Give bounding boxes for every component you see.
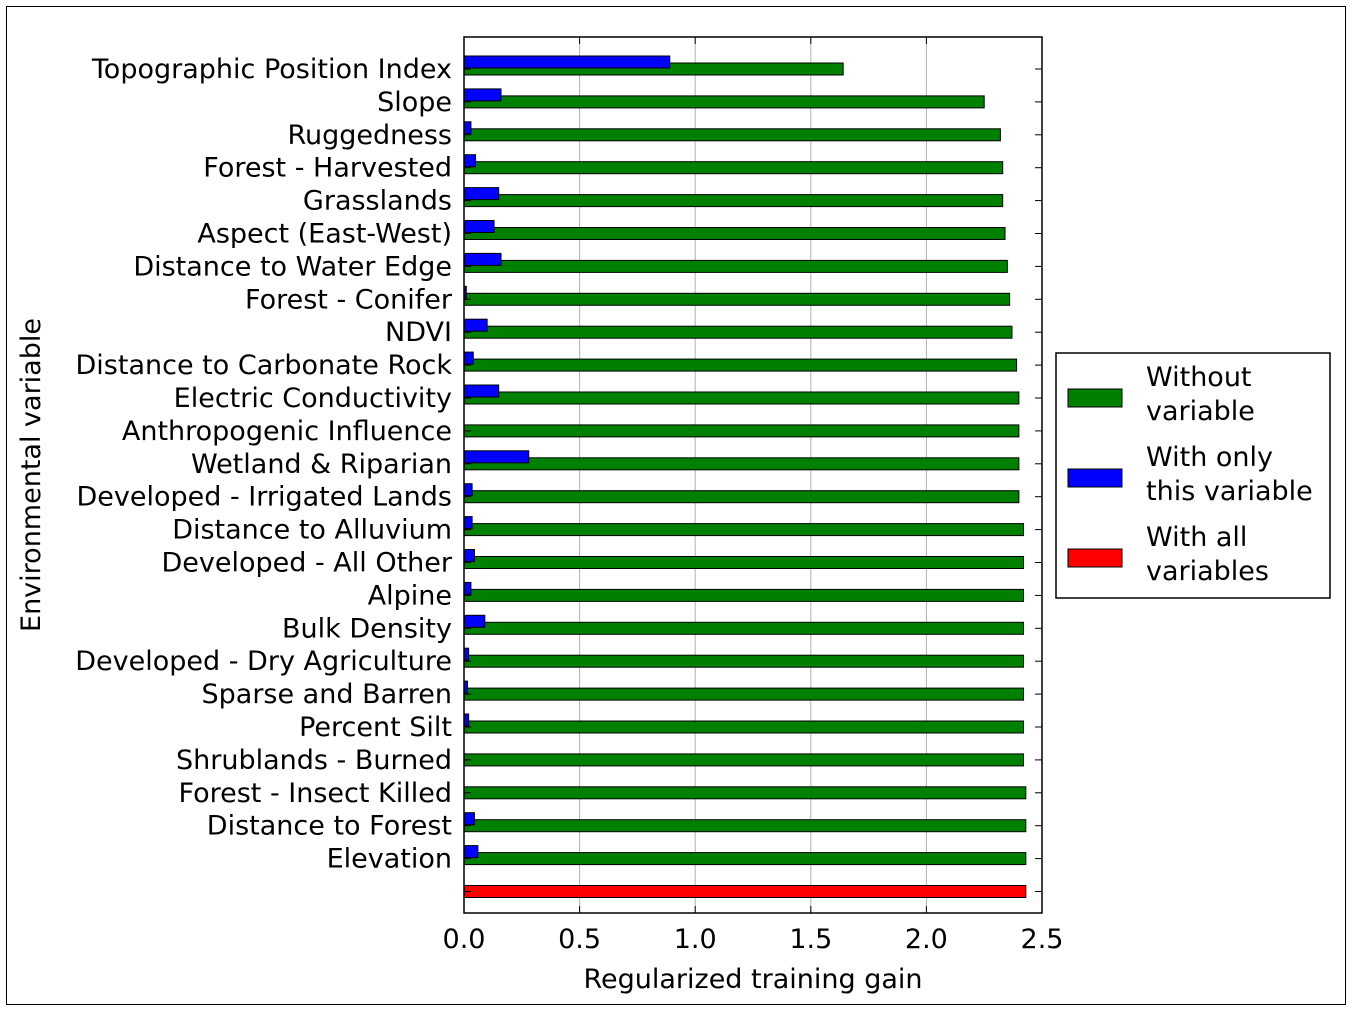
bar-with-only-variable <box>463 516 473 530</box>
bar-without-variable <box>463 292 1011 306</box>
bar-without-variable <box>463 819 1027 833</box>
legend-label: variable <box>1146 396 1255 427</box>
category-label: Percent Silt <box>299 712 452 743</box>
category-label: Shrublands - Burned <box>176 745 452 776</box>
bar-without-variable <box>463 457 1020 471</box>
category-label: Distance to Forest <box>207 811 452 842</box>
category-label: Forest - Harvested <box>203 153 452 184</box>
category-label: Elevation <box>327 844 452 875</box>
bar-with-only-variable <box>463 549 475 562</box>
bar-without-variable <box>463 687 1025 701</box>
bar-without-variable <box>463 424 1020 438</box>
bar-with-only-variable <box>463 252 502 266</box>
bar-with-only-variable <box>463 55 671 69</box>
bar-without-variable <box>463 227 1006 240</box>
legend-label: this variable <box>1146 476 1313 507</box>
category-label: Developed - All Other <box>161 548 452 579</box>
category-label: Developed - Irrigated Lands <box>76 482 452 513</box>
bar-without-variable <box>463 95 985 109</box>
legend-label: With only <box>1146 442 1273 473</box>
bar-without-variable <box>463 194 1004 208</box>
bar-with-only-variable <box>463 581 472 595</box>
x-tick-label: 2.0 <box>905 924 948 955</box>
bar-with-only-variable <box>463 450 530 464</box>
category-label: Ruggedness <box>287 120 452 151</box>
x-tick-label: 2.5 <box>1021 924 1064 955</box>
legend-label: variables <box>1146 556 1269 587</box>
category-label: Electric Conductivity <box>174 383 452 414</box>
category-label: Forest - Insect Killed <box>179 778 453 809</box>
bar-with-only-variable <box>463 187 500 201</box>
bar-with-only-variable <box>463 351 474 365</box>
category-label: Grasslands <box>303 186 452 217</box>
category-label: Forest - Conifer <box>245 284 453 315</box>
bar-without-variable <box>463 654 1025 668</box>
bar-with-only-variable <box>463 88 502 102</box>
plot-area <box>463 36 1043 914</box>
category-label: Alpine <box>368 580 452 611</box>
legend-label: Without <box>1146 362 1252 393</box>
legend-swatch <box>1067 468 1123 488</box>
category-label: Sparse and Barren <box>202 679 453 710</box>
bar-with-only-variable <box>463 614 486 628</box>
bar-with-only-variable <box>463 220 495 233</box>
bar-with-all-variables <box>463 885 1027 898</box>
bar-with-only-variable <box>463 845 479 859</box>
category-label: Distance to Carbonate Rock <box>76 350 453 381</box>
bar-with-only-variable <box>463 154 477 168</box>
bar-without-variable <box>463 523 1025 537</box>
x-tick-label: 0.0 <box>443 924 486 955</box>
bar-without-variable <box>463 490 1020 504</box>
bar-without-variable <box>463 621 1025 635</box>
bar-without-variable <box>463 358 1018 372</box>
bar-without-variable <box>463 588 1025 602</box>
x-tick-label: 0.5 <box>558 924 601 955</box>
x-axis-label: Regularized training gain <box>583 964 922 995</box>
x-tick-label: 1.5 <box>789 924 832 955</box>
bar-without-variable <box>463 128 1001 142</box>
bar-without-variable <box>463 161 1004 175</box>
bar-with-only-variable <box>463 384 500 398</box>
bar-with-only-variable <box>463 318 488 332</box>
bar-without-variable <box>463 786 1027 800</box>
legend-label: With all <box>1146 522 1247 553</box>
category-label: Developed - Dry Agriculture <box>75 646 452 677</box>
bar-without-variable <box>463 391 1020 405</box>
category-label: Slope <box>377 87 452 118</box>
bar-without-variable <box>463 720 1025 734</box>
category-label: Wetland & Riparian <box>191 449 452 480</box>
category-label: Distance to Alluvium <box>172 515 452 546</box>
bar-with-only-variable <box>463 812 475 826</box>
bar-without-variable <box>463 556 1025 569</box>
legend-swatch <box>1067 388 1123 408</box>
bar-without-variable <box>463 325 1013 339</box>
x-tick-label: 1.0 <box>674 924 717 955</box>
bar-without-variable <box>463 852 1027 866</box>
bar-without-variable <box>463 753 1025 767</box>
category-label: Aspect (East-West) <box>197 219 452 250</box>
category-label: NDVI <box>385 317 452 348</box>
category-label: Topographic Position Index <box>91 54 452 85</box>
bar-without-variable <box>463 259 1008 273</box>
category-label: Distance to Water Edge <box>133 251 452 282</box>
category-label: Bulk Density <box>282 613 452 644</box>
y-axis-label: Environmental variable <box>16 318 47 632</box>
bar-with-only-variable <box>463 121 472 135</box>
legend-swatch <box>1067 548 1123 568</box>
category-label: Anthropogenic Influence <box>122 416 452 447</box>
bar-with-only-variable <box>463 483 473 497</box>
